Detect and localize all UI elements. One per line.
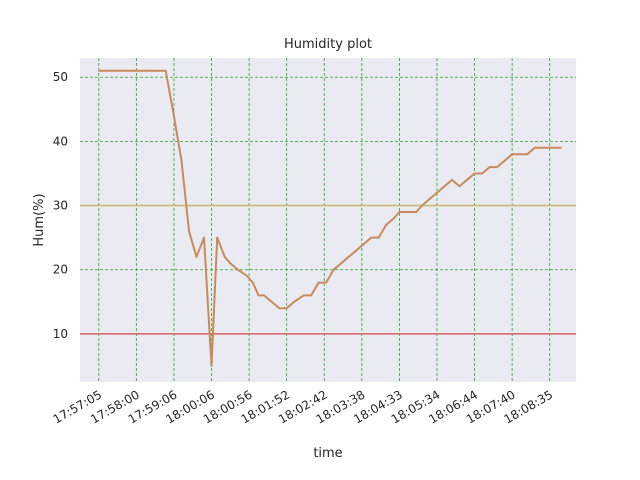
y-axis: 10 20 30 40 50: [53, 70, 68, 341]
data-point: [111, 70, 113, 72]
y-tick-label: 50: [53, 70, 68, 84]
data-point: [332, 268, 335, 271]
x-axis-label: time: [313, 446, 342, 461]
data-point: [541, 147, 543, 149]
data-point: [317, 281, 320, 284]
data-point: [180, 159, 183, 162]
data-point: [347, 256, 350, 258]
data-point: [503, 159, 506, 162]
data-point: [285, 307, 288, 310]
data-point: [392, 217, 395, 220]
data-point: [385, 224, 388, 226]
data-point: [263, 294, 265, 297]
data-point: [370, 236, 373, 239]
data-point: [496, 166, 498, 168]
data-point: [362, 243, 365, 245]
x-axis: 17:57:0517:58:0017:59:0618:00:0618:00:56…: [51, 387, 556, 426]
y-tick-label: 30: [53, 199, 68, 213]
chart-title: Humidity plot: [284, 37, 372, 52]
data-point: [526, 153, 528, 156]
data-point: [377, 236, 380, 239]
data-point: [246, 275, 249, 277]
data-point: [252, 281, 254, 284]
data-point: [270, 301, 273, 303]
data-point: [355, 249, 357, 252]
data-point: [203, 236, 205, 239]
data-point: [293, 301, 295, 303]
data-point: [533, 147, 536, 149]
data-point: [421, 204, 423, 207]
data-point: [229, 262, 232, 265]
data-point: [340, 262, 342, 265]
data-point: [97, 70, 100, 72]
data-point: [511, 153, 513, 156]
series-group: [97, 69, 562, 367]
data-point: [164, 70, 167, 72]
y-tick-label: 20: [53, 263, 68, 277]
y-tick-label: 40: [53, 134, 68, 148]
data-point: [278, 307, 280, 310]
data-point: [173, 114, 175, 117]
data-point: [428, 198, 431, 200]
data-point: [481, 172, 483, 175]
data-point: [150, 70, 153, 72]
data-point: [124, 70, 126, 72]
data-point: [210, 365, 213, 367]
data-point: [398, 211, 401, 213]
plot-area: [80, 58, 576, 382]
data-point: [310, 294, 312, 297]
data-point: [415, 211, 418, 213]
data-point: [554, 147, 557, 149]
data-point: [237, 268, 239, 271]
y-tick-label: 10: [53, 327, 68, 341]
data-point: [443, 185, 446, 188]
data-point: [137, 70, 140, 72]
data-point: [223, 256, 226, 258]
data-point: [560, 147, 562, 149]
data-point: [458, 185, 461, 188]
data-point: [406, 211, 408, 213]
series-line-0: [98, 69, 561, 367]
data-point: [451, 179, 453, 181]
data-point: [466, 179, 468, 181]
data-point: [488, 166, 491, 168]
data-point: [257, 294, 260, 297]
data-point: [195, 256, 198, 258]
y-axis-label: Hum(%): [32, 193, 47, 246]
data-point: [325, 281, 327, 284]
data-point: [518, 153, 521, 156]
data-point: [473, 172, 476, 175]
data-point: [548, 147, 551, 149]
data-point: [302, 294, 305, 297]
data-point: [216, 236, 218, 239]
reference-lines: [80, 204, 576, 335]
data-point: [188, 230, 190, 233]
data-point: [436, 191, 438, 194]
